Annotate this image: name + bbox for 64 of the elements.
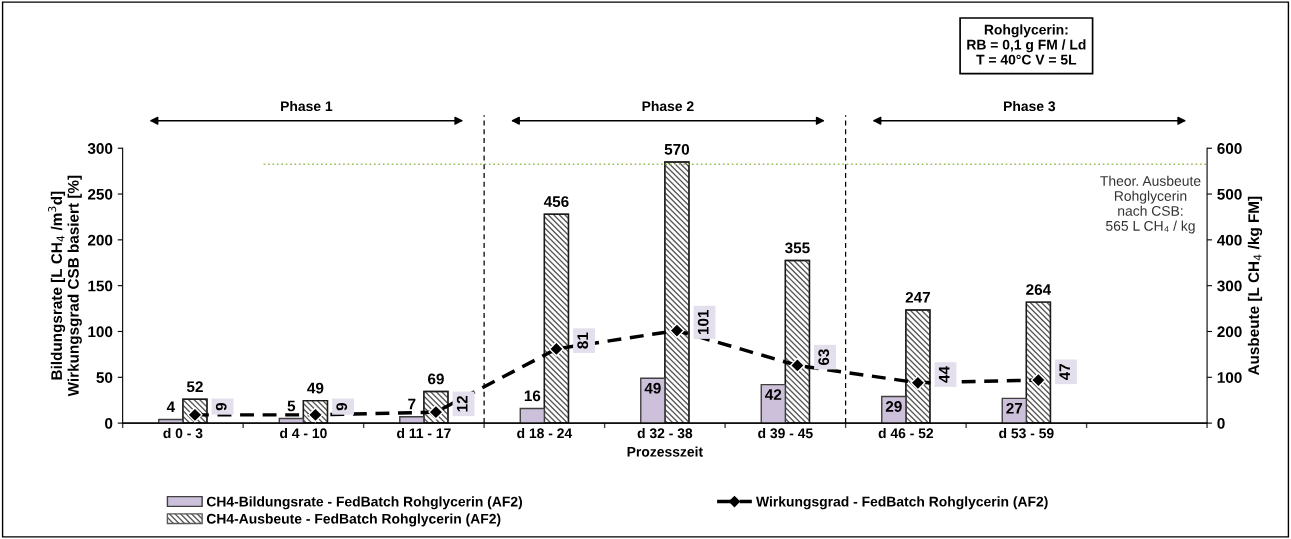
data-label: 456 (543, 196, 569, 208)
y2-tick-label: 500 (1217, 188, 1242, 200)
x-tick-label: d 53 - 59 (999, 427, 1054, 439)
y2-tick-label: 200 (1217, 326, 1242, 338)
y-tick-label: 200 (87, 234, 113, 246)
text: Rohglycerin: RB = 0,1 g FM / Ld T = 40°C V = 5L (967, 24, 1086, 65)
y2-tick-label: 600 (1217, 143, 1242, 154)
y2-tick-label: 300 (1217, 280, 1242, 292)
y-axis-title: Bildungsrate [L CH$_{4}$ /m$^{3}$d] Wirkungsgrad CSB basiert [%] (48, 175, 82, 397)
data-label: 355 (785, 242, 810, 254)
data-label: 63 (818, 349, 830, 366)
x-tick-label: d 11 - 17 (397, 427, 451, 439)
y-tick-label: 300 (87, 143, 113, 154)
y-tick-label: 50 (96, 372, 113, 383)
y-tick-label: 0 (105, 417, 113, 429)
y2-tick-label: 400 (1217, 234, 1242, 246)
point (669, 322, 685, 339)
data-label: 101 (697, 310, 709, 335)
data-label: 27 (1006, 402, 1023, 414)
data-label: 12 (456, 395, 468, 412)
x-tick-label: d 39 - 45 (758, 427, 813, 439)
text: Phase 2 (642, 100, 694, 112)
data-label: 264 (1026, 284, 1052, 295)
data-label: 9 (336, 402, 348, 411)
x-axis-title: Prozesszeit (627, 446, 703, 457)
x-tick-label: d 18 - 24 (517, 427, 573, 439)
data-label: 9 (215, 402, 227, 411)
y2-axis-title: Ausbeute [L CH$_{4}$ /kg FM] (1247, 196, 1263, 376)
y-tick-label: 250 (87, 188, 113, 200)
data-label: 52 (186, 381, 203, 393)
data-label: 81 (577, 332, 589, 349)
text: Phase 1 (281, 100, 333, 112)
data-label: 5 (287, 400, 296, 412)
legend-label: Wirkungsgrad - FedBatch Rohglycerin (AF2) (756, 496, 1048, 510)
ref-line-label: Theor. Ausbeute Rohglycerin nach CSB: 565 L CH₄ / kg (1100, 175, 1201, 234)
data-label: 49 (644, 382, 661, 394)
data-label: 42 (765, 389, 782, 400)
point (1030, 372, 1046, 388)
x-tick-label: d 4 - 10 (280, 427, 327, 439)
y2-tick-label: 100 (1217, 372, 1242, 383)
point (910, 375, 926, 391)
data-label: 247 (905, 291, 930, 303)
x-tick-label: d 0 - 3 (163, 427, 203, 439)
data-label: 570 (664, 143, 690, 155)
data-label: 49 (307, 382, 324, 394)
data-label: 44 (938, 366, 950, 383)
y-tick-label: 100 (88, 326, 113, 338)
y2-tick-label: 0 (1217, 417, 1225, 429)
data-label: 69 (427, 373, 444, 385)
data-label: 16 (524, 390, 541, 402)
text: Phase 3 (1004, 100, 1056, 112)
data-label: 7 (408, 398, 416, 410)
legend-label: CH4-Bildungsrate - FedBatch Rohglycerin (AF2) (206, 496, 522, 510)
legend-label: CH4-Ausbeute - FedBatch Rohglycerin (AF2) (206, 513, 501, 527)
x-tick-label: d 32 - 38 (637, 427, 693, 439)
data-label: 4 (166, 401, 176, 413)
point (789, 357, 805, 373)
y-tick-label: 150 (88, 280, 113, 292)
data-label: 29 (885, 401, 902, 412)
bar (519, 407, 546, 424)
x-tick-label: d 46 - 52 (878, 427, 934, 439)
point (548, 341, 564, 357)
bar (640, 377, 666, 424)
data-label: 47 (1059, 363, 1070, 381)
